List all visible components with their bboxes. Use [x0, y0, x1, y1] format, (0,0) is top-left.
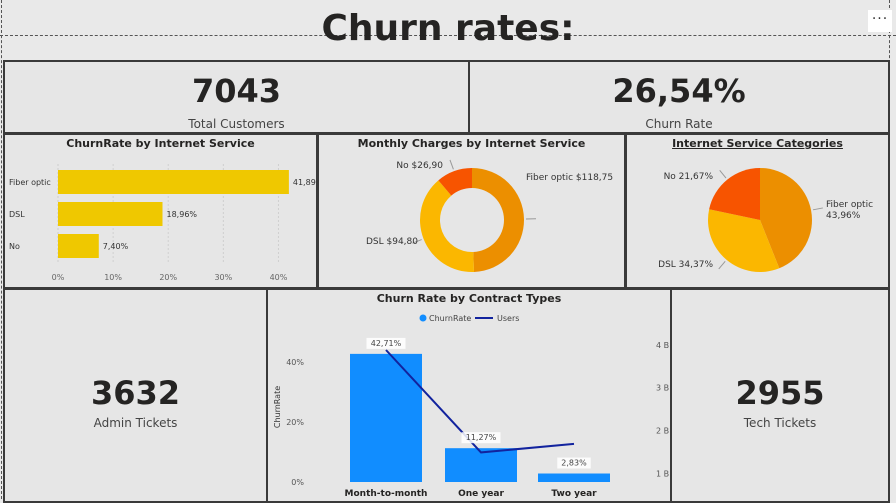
y-axis-title: ChurnRate [273, 386, 282, 428]
data-label: 41,89% [293, 178, 316, 187]
slice-label: No 21,67% [664, 172, 714, 182]
kpi-card-tech-tickets: 2955 Tech Tickets [670, 288, 890, 503]
monthly-charges-donut-chart: Monthly Charges by Internet Service Fibe… [317, 133, 626, 289]
legend-label: Users [497, 314, 519, 323]
y-tick-label: DSL [9, 210, 25, 219]
chart-title: Churn Rate by Contract Types [268, 292, 670, 305]
y-tick-label: No [9, 242, 20, 251]
x-tick-label: 40% [270, 273, 288, 282]
leader-line [450, 160, 453, 169]
donut-chart-svg: Fiber optic $118,75 DSL $94,80 No $26,90 [319, 152, 624, 287]
kpi-card-admin-tickets: 3632 Admin Tickets [3, 288, 268, 503]
slice-label: 43,96% [826, 211, 861, 221]
x-tick-label: 20% [159, 273, 177, 282]
legend-label: ChurnRate [429, 314, 471, 323]
x-tick-label: 10% [104, 273, 122, 282]
y2-tick-label: 2 B [656, 427, 669, 436]
y2-tick-label: 4 B [656, 341, 669, 350]
kpi-label: Churn Rate [470, 117, 888, 131]
slice-label: DSL 34,37% [658, 260, 713, 270]
x-tick-label: 0% [52, 273, 65, 282]
y-tick-label: 20% [286, 418, 304, 427]
legend-marker [420, 315, 427, 322]
kpi-card-total-customers: 7043 Total Customers [3, 60, 470, 134]
kpi-value: 26,54% [470, 72, 888, 110]
x-tick-label: Month-to-month [345, 489, 428, 499]
data-label: 42,71% [371, 339, 402, 348]
y-tick-label: 40% [286, 358, 304, 367]
x-tick-label: One year [458, 489, 504, 499]
slice-label: Fiber optic [826, 200, 873, 210]
leader-line [813, 208, 823, 210]
more-options-button[interactable]: ··· [868, 10, 892, 32]
leader-line [720, 170, 726, 178]
kpi-label: Total Customers [5, 117, 468, 131]
kpi-card-churn-rate: 26,54% Churn Rate [468, 60, 890, 134]
bar [538, 474, 610, 482]
slice [420, 180, 474, 272]
slice-label: No $26,90 [396, 161, 443, 171]
churn-rate-by-contract-chart: Churn Rate by Contract Types ChurnRate Us… [266, 288, 672, 503]
data-label: 11,27% [466, 433, 497, 442]
y-tick-label: 0% [291, 478, 304, 487]
x-tick-label: Two year [551, 489, 597, 499]
y2-tick-label: 1 B [656, 469, 669, 478]
bar [350, 354, 422, 482]
churnrate-by-internet-service-chart: ChurnRate by Internet Service 0% 10% 20% 30… [3, 133, 318, 289]
x-tick-label: 30% [214, 273, 232, 282]
kpi-value: 3632 [5, 374, 266, 412]
y2-tick-label: 3 B [656, 384, 669, 393]
page-title: Churn rates: [0, 8, 896, 49]
data-label: 18,96% [167, 210, 198, 219]
kpi-label: Tech Tickets [672, 416, 888, 430]
bar [58, 170, 289, 194]
chart-title: Monthly Charges by Internet Service [319, 137, 624, 150]
chart-title: Internet Service Categories [627, 137, 888, 150]
kpi-value: 2955 [672, 374, 888, 412]
y-tick-label: Fiber optic [9, 178, 51, 187]
bar-chart-svg: 0% 10% 20% 30% 40% Fiber optic 41,89% DSL 18,96%… [5, 152, 316, 287]
data-label: 2,83% [561, 459, 587, 468]
leader-line [719, 261, 725, 269]
chart-title: ChurnRate by Internet Service [5, 137, 316, 150]
slice-label: Fiber optic $118,75 [526, 173, 613, 183]
slice [472, 168, 524, 272]
slice-label: DSL $94,80 [366, 237, 418, 247]
kpi-label: Admin Tickets [5, 416, 266, 430]
kpi-value: 7043 [5, 72, 468, 110]
bar [58, 234, 99, 258]
combo-chart-svg: ChurnRate Users 0% 20% 40% 1 B 2 B 3 B 4 B ChurnR… [268, 306, 670, 501]
bar [58, 202, 163, 226]
data-label: 7,40% [103, 242, 129, 251]
